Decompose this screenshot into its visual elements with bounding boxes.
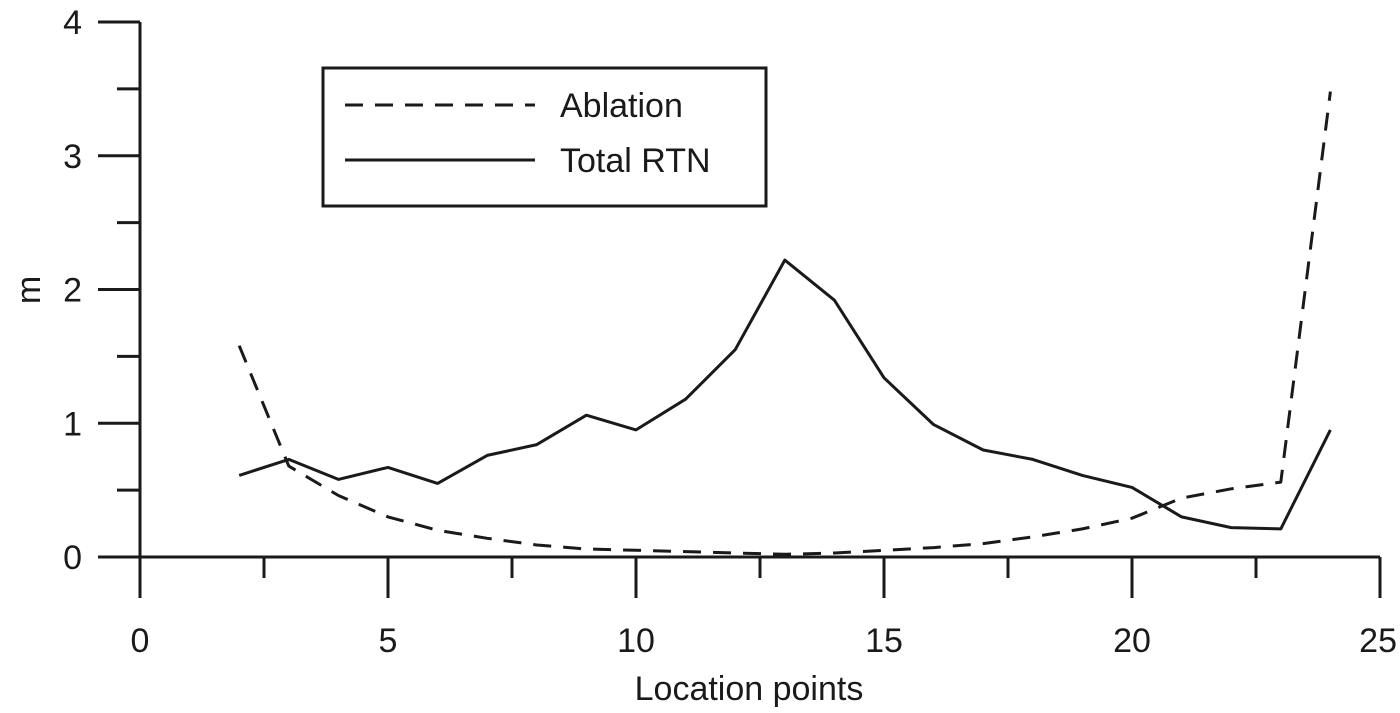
x-tick-label: 10	[617, 622, 655, 660]
x-axis-title: Location points	[635, 670, 864, 708]
legend-label-total-rtn: Total RTN	[560, 142, 711, 180]
series-line-total-rtn	[238, 258, 1332, 531]
y-tick-label: 3	[63, 138, 82, 176]
series-line-ablation	[237, 91, 1332, 556]
x-tick-label: 15	[865, 622, 903, 660]
axes: 0 1 2 3 4 0 5 10 15 20 25	[63, 4, 1397, 660]
y-axis-title: m	[10, 276, 48, 304]
y-tick-label: 2	[63, 272, 82, 310]
y-tick-label: 1	[63, 405, 82, 443]
series-layer	[237, 91, 1332, 556]
x-tick-label: 20	[1113, 622, 1151, 660]
legend: Ablation Total RTN	[321, 66, 768, 208]
legend-label-ablation: Ablation	[560, 87, 683, 125]
y-tick-label: 4	[63, 4, 82, 42]
x-tick-label: 5	[379, 622, 398, 660]
legend-box	[321, 66, 768, 208]
x-tick-label: 0	[131, 622, 150, 660]
x-tick-label: 25	[1359, 622, 1397, 660]
y-tick-label: 0	[63, 539, 82, 577]
